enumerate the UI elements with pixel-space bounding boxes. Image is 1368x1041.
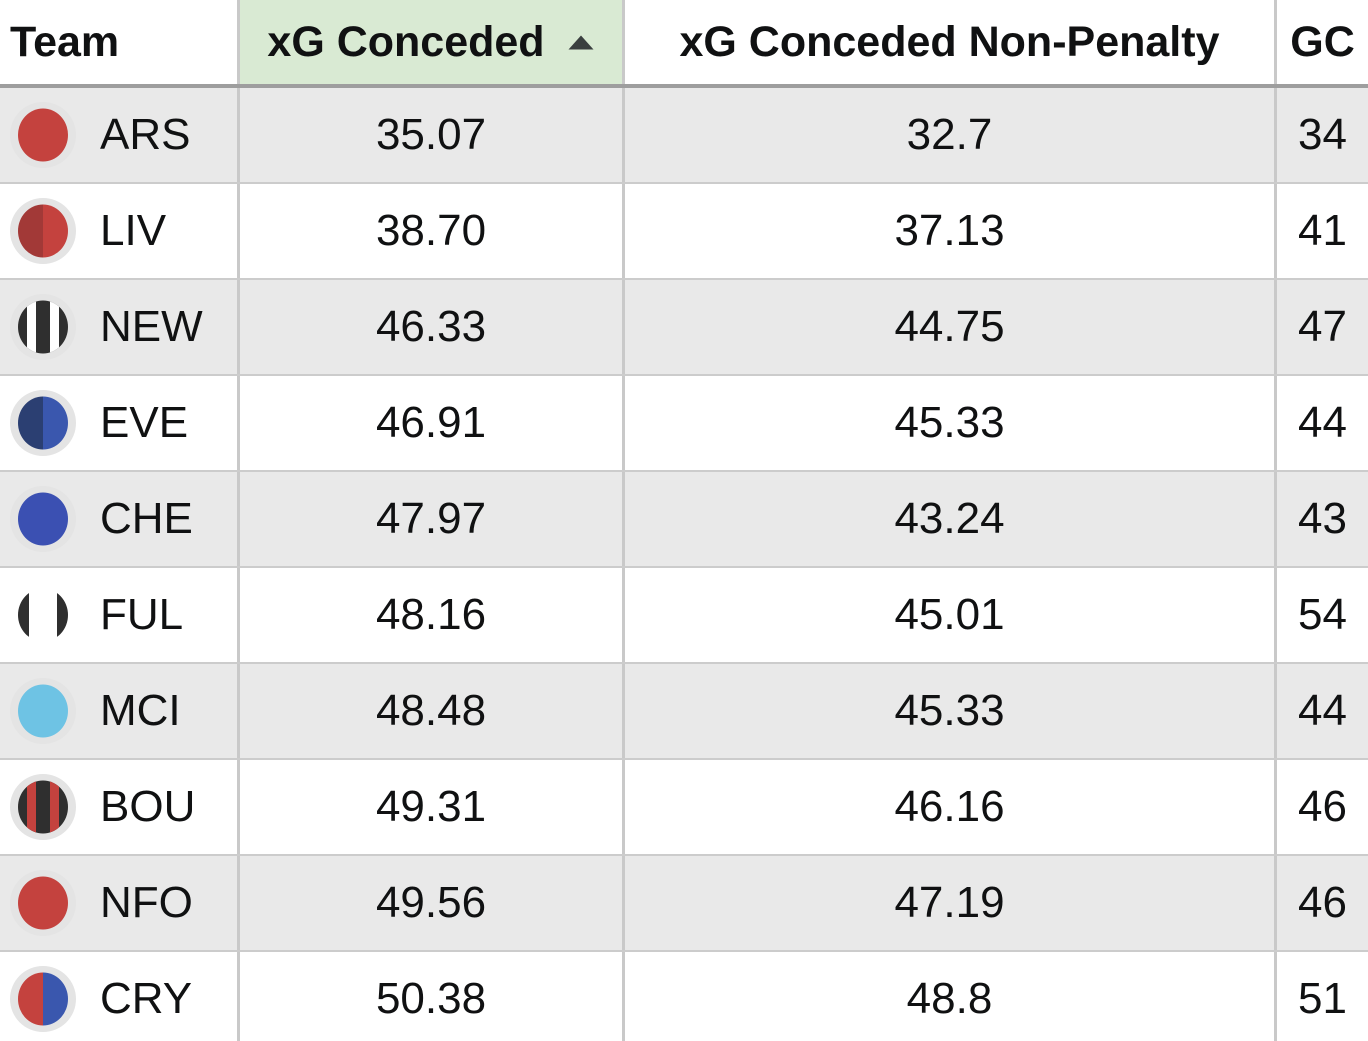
team-abbreviation: MCI <box>100 686 181 735</box>
header-xg-conceded-label: xG Conceded <box>267 17 545 66</box>
xg-conceded-value: 46.33 <box>240 280 625 374</box>
goals-conceded-value: 44 <box>1298 398 1347 447</box>
xg-conceded-non-penalty-value: 37.13 <box>625 184 1277 278</box>
team-badge-new <box>10 294 76 360</box>
xg-conceded-non-penalty-value: 46.16 <box>625 760 1277 854</box>
xg-conceded-value: 38.70 <box>240 184 625 278</box>
header-team-label: Team <box>10 17 120 66</box>
team-abbreviation: CHE <box>100 494 193 543</box>
xg-conceded-value: 47.97 <box>240 472 625 566</box>
table-row: ARS 35.07 32.7 34 <box>0 88 1368 184</box>
table-row: NEW 46.33 44.75 47 <box>0 280 1368 376</box>
xg-conceded-non-penalty-value: 45.01 <box>625 568 1277 662</box>
team-cell: MCI <box>0 664 240 758</box>
team-badge-ful <box>10 582 76 648</box>
header-xg-conceded-non-penalty[interactable]: xG Conceded Non-Penalty <box>625 0 1277 84</box>
goals-conceded-value: 54 <box>1298 590 1347 639</box>
team-cell: BOU <box>0 760 240 854</box>
goals-conceded-value: 47 <box>1298 302 1347 351</box>
team-abbreviation: ARS <box>100 110 191 159</box>
team-abbreviation: LIV <box>100 206 167 255</box>
table-header: Team xG Conceded xG Conceded Non-Penalty… <box>0 0 1368 88</box>
header-xg-conceded[interactable]: xG Conceded <box>240 0 625 84</box>
xg-conceded-value: 46.91 <box>240 376 625 470</box>
xg-conceded-non-penalty-value: 48.8 <box>625 952 1277 1041</box>
xg-conceded-non-penalty-value: 44.75 <box>625 280 1277 374</box>
xg-conceded-non-penalty-value: 32.7 <box>625 88 1277 182</box>
table-row: CRY 50.38 48.8 51 <box>0 952 1368 1041</box>
sort-ascending-icon <box>567 34 595 51</box>
table-row: NFO 49.56 47.19 46 <box>0 856 1368 952</box>
table-body: ARS 35.07 32.7 34 LIV 38.70 37.13 41 NEW… <box>0 88 1368 1041</box>
team-abbreviation: NEW <box>100 302 203 351</box>
team-abbreviation: EVE <box>100 398 189 447</box>
header-gc-label: GC <box>1290 17 1355 66</box>
xg-conceded-value: 48.48 <box>240 664 625 758</box>
table-row: BOU 49.31 46.16 46 <box>0 760 1368 856</box>
header-gc[interactable]: GC <box>1277 0 1368 84</box>
xg-conceded-value: 50.38 <box>240 952 625 1041</box>
goals-conceded-value: 44 <box>1298 686 1347 735</box>
xg-conceded-non-penalty-value: 43.24 <box>625 472 1277 566</box>
team-cell: CHE <box>0 472 240 566</box>
team-badge-che <box>10 486 76 552</box>
table-row: CHE 47.97 43.24 43 <box>0 472 1368 568</box>
goals-conceded-value: 43 <box>1298 494 1347 543</box>
xg-conceded-value: 48.16 <box>240 568 625 662</box>
team-badge-nfo <box>10 870 76 936</box>
xg-conceded-non-penalty-value: 45.33 <box>625 664 1277 758</box>
table-row: FUL 48.16 45.01 54 <box>0 568 1368 664</box>
table-row: LIV 38.70 37.13 41 <box>0 184 1368 280</box>
team-cell: EVE <box>0 376 240 470</box>
team-badge-cry <box>10 966 76 1032</box>
team-badge-ars <box>10 102 76 168</box>
team-cell: FUL <box>0 568 240 662</box>
team-badge-eve <box>10 390 76 456</box>
team-cell: NEW <box>0 280 240 374</box>
table-row: EVE 46.91 45.33 44 <box>0 376 1368 472</box>
goals-conceded-value: 34 <box>1298 110 1347 159</box>
team-badge-liv <box>10 198 76 264</box>
team-abbreviation: BOU <box>100 782 196 831</box>
goals-conceded-value: 51 <box>1298 974 1347 1023</box>
header-xg-conceded-non-penalty-label: xG Conceded Non-Penalty <box>679 17 1220 66</box>
team-badge-mci <box>10 678 76 744</box>
team-abbreviation: FUL <box>100 590 184 639</box>
table-row: MCI 48.48 45.33 44 <box>0 664 1368 760</box>
xg-conceded-value: 35.07 <box>240 88 625 182</box>
team-cell: LIV <box>0 184 240 278</box>
xg-conceded-non-penalty-value: 45.33 <box>625 376 1277 470</box>
xg-conceded-value: 49.56 <box>240 856 625 950</box>
goals-conceded-value: 46 <box>1298 878 1347 927</box>
header-team[interactable]: Team <box>0 0 240 84</box>
goals-conceded-value: 41 <box>1298 206 1347 255</box>
xg-conceded-non-penalty-value: 47.19 <box>625 856 1277 950</box>
team-badge-bou <box>10 774 76 840</box>
goals-conceded-value: 46 <box>1298 782 1347 831</box>
team-cell: CRY <box>0 952 240 1041</box>
team-abbreviation: NFO <box>100 878 193 927</box>
team-cell: ARS <box>0 88 240 182</box>
xg-conceded-value: 49.31 <box>240 760 625 854</box>
team-cell: NFO <box>0 856 240 950</box>
team-abbreviation: CRY <box>100 974 193 1023</box>
